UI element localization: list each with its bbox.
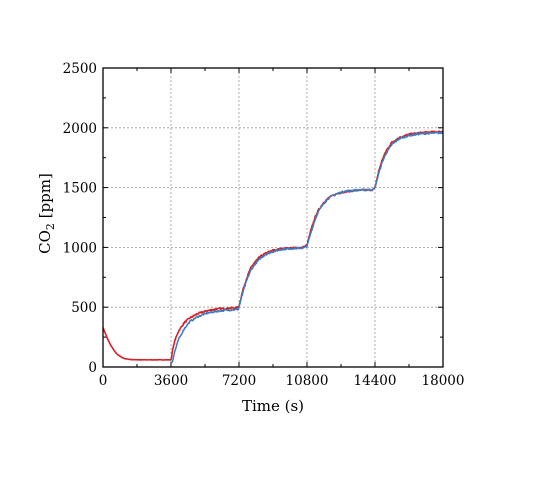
y-tick-label: 2000 [63,121,97,137]
y-axis-label-unit: [ppm] [36,173,54,223]
y-axis-label: CO2 [ppm] [36,173,57,254]
x-tick-label: 18000 [422,373,465,389]
x-tick-label: 14400 [354,373,397,389]
x-axis-label: Time (s) [242,397,304,415]
y-tick-label: 0 [88,360,97,376]
y-tick-label: 1000 [63,240,97,256]
x-tick-label: 7200 [222,373,256,389]
series-layer [102,130,444,363]
series-line-2 [171,131,444,363]
plot-frame [102,67,444,368]
y-tick-label: 1500 [63,181,97,197]
grid-lines [103,68,443,367]
series-line-1 [102,130,444,361]
y-tick-label: 500 [71,300,97,316]
y-tick-label: 2500 [63,61,97,77]
x-tick-labels: 0 3600 7200 10800 14400 18000 [99,373,465,389]
axis-ticks [102,67,444,368]
y-axis-label-subscript: 2 [44,223,57,230]
y-axis-label-main: CO [36,230,54,254]
x-tick-label: 3600 [154,373,188,389]
x-tick-label: 0 [99,373,108,389]
y-tick-labels: 0 500 1000 1500 2000 2500 [63,61,97,376]
x-tick-label: 10800 [286,373,329,389]
